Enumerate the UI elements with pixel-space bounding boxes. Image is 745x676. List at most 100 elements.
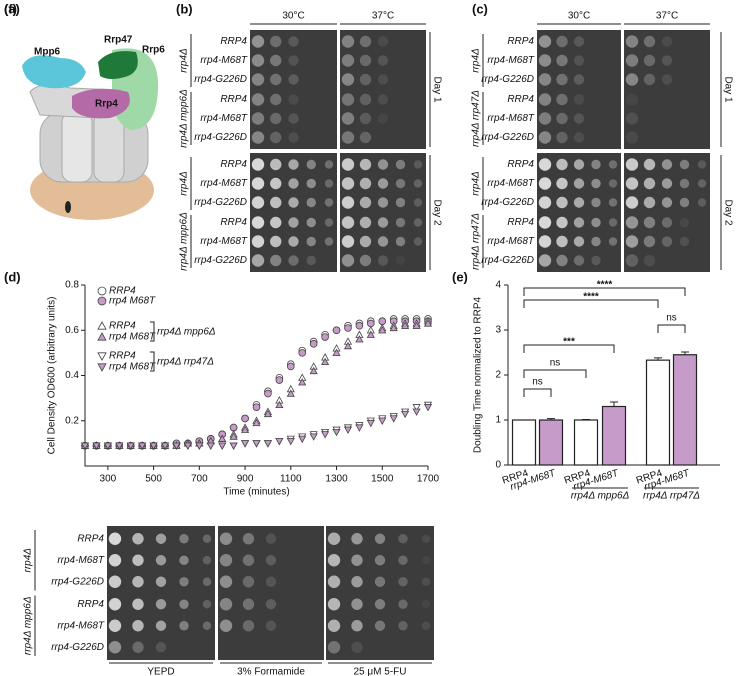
yeast-spot bbox=[573, 113, 585, 124]
significance-bracket bbox=[657, 324, 686, 333]
data-point bbox=[343, 341, 353, 350]
legend-marker bbox=[97, 352, 107, 361]
strain-label: rrp4-G226D bbox=[481, 197, 534, 208]
bar bbox=[573, 419, 599, 466]
data-point bbox=[401, 321, 410, 329]
yeast-spot bbox=[242, 620, 255, 632]
yeast-spot bbox=[341, 112, 355, 125]
data-point bbox=[309, 433, 318, 441]
yeast-spot bbox=[573, 36, 585, 47]
yeast-spot bbox=[538, 216, 552, 229]
significance-bracket bbox=[523, 388, 552, 397]
data-point bbox=[332, 348, 341, 356]
yeast-spot bbox=[351, 598, 363, 610]
condition-label: 3% Formamide bbox=[237, 667, 305, 676]
panel-label: (a) bbox=[4, 1, 20, 16]
x-axis-label: Time (minutes) bbox=[223, 487, 289, 498]
yeast-spot bbox=[538, 235, 552, 248]
genotype-label: rrp4Δ bbox=[179, 48, 190, 73]
yeast-spot bbox=[398, 599, 408, 609]
plate bbox=[340, 153, 426, 272]
strain-label: RRP4 bbox=[507, 36, 534, 47]
yeast-spot bbox=[359, 177, 372, 190]
data-point bbox=[172, 442, 181, 450]
plate bbox=[624, 30, 710, 149]
yeast-spot bbox=[306, 236, 316, 247]
yeast-spot bbox=[351, 620, 363, 632]
data-point bbox=[275, 376, 284, 384]
yeast-spot bbox=[625, 158, 639, 171]
yeast-spot bbox=[591, 217, 601, 228]
x-tick-label: 300 bbox=[100, 474, 117, 485]
significance-bracket bbox=[523, 369, 587, 378]
data-point bbox=[366, 419, 375, 428]
strain-label: rrp4-M68T bbox=[200, 113, 248, 124]
yeast-spot bbox=[270, 35, 282, 48]
yeast-spot bbox=[132, 620, 144, 632]
day-label: Day 2 bbox=[722, 199, 733, 226]
data-point bbox=[367, 319, 375, 328]
yeast-spot bbox=[306, 197, 316, 208]
legend-marker bbox=[97, 286, 107, 296]
data-point bbox=[332, 326, 341, 335]
yeast-spot bbox=[265, 576, 277, 587]
yeast-spot bbox=[643, 177, 656, 190]
data-point bbox=[240, 440, 250, 448]
yeast-spot bbox=[155, 642, 167, 653]
yeast-spot bbox=[351, 554, 363, 566]
yeast-spot bbox=[359, 93, 372, 106]
x-tick-label: 900 bbox=[237, 474, 254, 485]
yeast-spot bbox=[374, 533, 386, 544]
yeast-spot bbox=[538, 196, 552, 209]
data-point bbox=[126, 442, 135, 450]
panel-a-cartoon: (a) Mpp6 Rrp47 Rrp6 Rrp4 bbox=[4, 1, 165, 220]
barrel-block bbox=[93, 111, 125, 183]
yeast-spot bbox=[398, 577, 408, 587]
yeast-spot bbox=[625, 177, 639, 190]
x-tick-label: 1500 bbox=[371, 474, 394, 485]
yeast-spot bbox=[643, 54, 656, 67]
data-point bbox=[378, 417, 387, 425]
yeast-spot bbox=[395, 178, 406, 189]
yeast-spot bbox=[377, 197, 389, 208]
significance-bracket bbox=[523, 299, 659, 308]
day-label: Day 1 bbox=[722, 76, 733, 103]
yeast-spot bbox=[324, 218, 334, 227]
yeast-spot bbox=[270, 112, 282, 125]
data-point bbox=[321, 357, 330, 366]
temperature-label: 37°C bbox=[656, 11, 678, 22]
strain-label: rrp4-M68T bbox=[200, 178, 248, 189]
yeast-spot bbox=[108, 575, 122, 588]
yeast-spot bbox=[538, 112, 552, 125]
data-point bbox=[298, 435, 307, 444]
yeast-spot bbox=[395, 255, 406, 266]
yeast-spot bbox=[251, 254, 265, 267]
strain-label: rrp4-G226D bbox=[481, 74, 534, 85]
yeast-spot bbox=[341, 196, 355, 209]
data-point bbox=[206, 442, 215, 450]
strain-label: rrp4-G226D bbox=[481, 255, 534, 266]
group-label: rrp4Δ mpp6Δ bbox=[571, 491, 630, 502]
genotype-label: rrp4Δ rrp47Δ bbox=[471, 213, 482, 270]
legend-label: rrp4 M68T bbox=[109, 296, 156, 307]
y-tick-label: 0.4 bbox=[65, 370, 79, 381]
strain-label: rrp4-M68T bbox=[487, 55, 535, 66]
yeast-spot bbox=[377, 217, 389, 228]
legend-marker bbox=[97, 296, 107, 306]
day-label: Day 2 bbox=[431, 199, 442, 226]
protein-label: Rrp6 bbox=[142, 45, 165, 56]
strain-label: rrp4-G226D bbox=[194, 132, 247, 143]
yeast-spot bbox=[351, 641, 363, 653]
yeast-spot bbox=[202, 600, 212, 609]
yeast-spot bbox=[341, 93, 355, 106]
yeast-spot bbox=[288, 236, 299, 247]
data-point bbox=[378, 326, 387, 334]
data-point bbox=[321, 431, 330, 439]
yeast-spot bbox=[324, 179, 334, 188]
condition-label: YEPD bbox=[147, 667, 174, 676]
panel-label: (e) bbox=[452, 269, 468, 284]
data-point bbox=[80, 442, 90, 450]
data-point bbox=[103, 442, 112, 450]
yeast-spot bbox=[573, 94, 585, 105]
yeast-spot bbox=[359, 196, 372, 209]
